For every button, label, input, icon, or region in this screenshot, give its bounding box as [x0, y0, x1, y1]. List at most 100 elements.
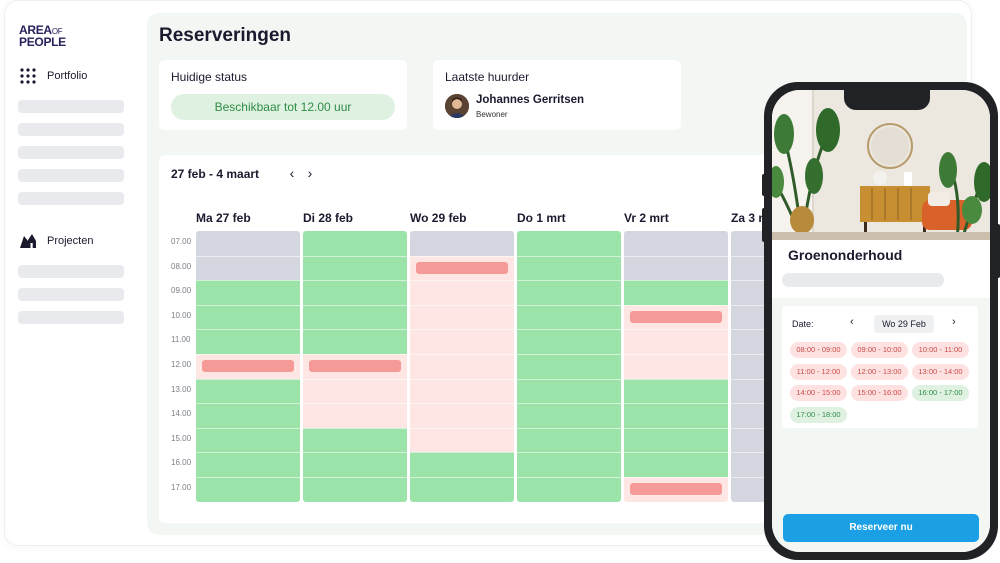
booking-bar[interactable]	[630, 483, 722, 496]
chevron-right-icon[interactable]: ›	[952, 316, 956, 328]
time-block-unavailable[interactable]	[410, 231, 514, 256]
place-title: Groenonderhoud	[788, 247, 903, 263]
logo[interactable]: AREAOF PEOPLE	[19, 24, 129, 48]
hour-divider	[196, 280, 300, 282]
room-photo	[772, 90, 990, 240]
hour-divider	[624, 427, 728, 429]
time-block-available[interactable]	[303, 231, 407, 354]
reserve-button[interactable]: Reserveer nu	[783, 514, 979, 542]
time-block-reserved[interactable]	[410, 255, 514, 453]
sidebar-placeholder	[18, 288, 124, 301]
logo-text-of: OF	[51, 27, 63, 36]
hour-divider	[196, 452, 300, 454]
hour-divider	[303, 255, 407, 257]
hour-divider	[517, 378, 621, 380]
time-block-available[interactable]	[196, 378, 300, 502]
date-picker-box: Date: ‹ Wo 29 Feb › 08:00 - 09:00 09:00 -…	[782, 306, 978, 428]
time-slot[interactable]: 10:00 - 11:00	[912, 342, 969, 358]
time-block-available[interactable]	[410, 452, 514, 502]
time-block-available[interactable]	[196, 280, 300, 354]
hour-divider	[303, 477, 407, 478]
phone-mockup: Groenonderhoud Date: ‹ Wo 29 Feb › 08:00…	[762, 82, 1000, 560]
hour-divider	[196, 477, 300, 478]
hour-divider	[196, 329, 300, 331]
day-column[interactable]	[196, 231, 300, 502]
hour-divider	[517, 329, 621, 331]
hour-divider	[410, 255, 514, 257]
phone-side-button	[996, 224, 1000, 278]
hour-divider	[303, 280, 407, 282]
hour-divider	[303, 378, 407, 380]
time-slot[interactable]: 17:00 - 18:00	[790, 406, 847, 423]
hour-divider	[517, 452, 621, 454]
day-column[interactable]	[624, 231, 728, 502]
hour-divider	[196, 255, 300, 257]
chevron-left-icon[interactable]: ‹	[289, 165, 295, 181]
hour-divider	[624, 477, 728, 478]
day-column[interactable]	[517, 231, 621, 502]
time-block-available[interactable]	[517, 231, 621, 502]
sidebar-placeholder-group	[18, 265, 129, 324]
booking-bar[interactable]	[202, 360, 294, 373]
hour-divider	[517, 403, 621, 405]
time-block-available[interactable]	[624, 280, 728, 305]
date-value[interactable]: Wo 29 Feb	[874, 315, 934, 333]
sidebar-item-portfolio[interactable]: Portfolio	[19, 66, 129, 86]
renter-role: Bewoner	[476, 110, 508, 119]
hour-divider	[303, 403, 407, 405]
hour-divider	[624, 280, 728, 282]
time-block-available[interactable]	[624, 378, 728, 477]
time-label: 13.00	[171, 384, 192, 394]
description-placeholder	[782, 273, 944, 287]
hour-divider	[517, 280, 621, 282]
hour-divider	[410, 329, 514, 331]
hour-divider	[517, 354, 621, 355]
sidebar-placeholder-group	[18, 100, 129, 205]
time-slot[interactable]: 15:00 - 16:00	[851, 385, 908, 401]
booking-bar[interactable]	[630, 310, 722, 323]
time-block-available[interactable]	[303, 427, 407, 502]
sidebar-placeholder	[18, 100, 124, 113]
chevron-left-icon[interactable]: ‹	[850, 316, 854, 328]
time-slot[interactable]: 11:00 - 12:00	[790, 363, 847, 380]
sidebar-item-projecten[interactable]: Projecten	[19, 231, 129, 251]
time-label: 11.00	[171, 335, 191, 345]
time-label: 07.00	[171, 237, 192, 246]
hour-divider	[303, 427, 407, 429]
time-slot[interactable]: 14:00 - 15:00	[790, 385, 847, 401]
hour-divider	[624, 452, 728, 454]
person-icon	[445, 94, 469, 118]
sidebar-placeholder	[18, 192, 124, 205]
time-label: 17.00	[171, 483, 192, 492]
hour-divider	[196, 378, 300, 380]
hour-divider	[517, 255, 621, 257]
hour-divider	[196, 354, 300, 355]
time-label: 12.00	[171, 360, 192, 369]
time-slot[interactable]: 16:00 - 17:00	[912, 385, 969, 401]
booking-bar[interactable]	[416, 261, 508, 274]
hour-divider	[410, 280, 514, 282]
hour-divider	[410, 452, 514, 454]
booking-bar[interactable]	[309, 360, 401, 373]
phone-screen: Groenonderhoud Date: ‹ Wo 29 Feb › 08:00…	[772, 90, 990, 552]
avatar[interactable]	[445, 94, 469, 118]
week-range: 27 feb - 4 maart	[171, 167, 260, 181]
hour-divider	[410, 354, 514, 355]
day-header: Di 28 feb	[303, 211, 354, 225]
hour-divider	[624, 403, 728, 405]
time-slot[interactable]: 12:00 - 13:00	[851, 363, 908, 380]
phone-side-button	[762, 174, 766, 196]
day-column[interactable]	[410, 231, 514, 502]
sidebar-placeholder	[18, 169, 124, 182]
time-slot[interactable]: 13:00 - 14:00	[912, 363, 969, 380]
time-label: 16.00	[171, 458, 192, 468]
time-slot[interactable]: 08:00 - 09:00	[790, 342, 847, 358]
sidebar-placeholder	[18, 146, 124, 159]
hour-divider	[410, 378, 514, 380]
chevron-right-icon[interactable]: ›	[307, 165, 313, 181]
day-column[interactable]	[303, 231, 407, 502]
sidebar-placeholder	[18, 311, 124, 324]
time-slot[interactable]: 09:00 - 10:00	[851, 342, 908, 358]
hour-divider	[410, 427, 514, 429]
page-title: Reserveringen	[159, 25, 292, 46]
